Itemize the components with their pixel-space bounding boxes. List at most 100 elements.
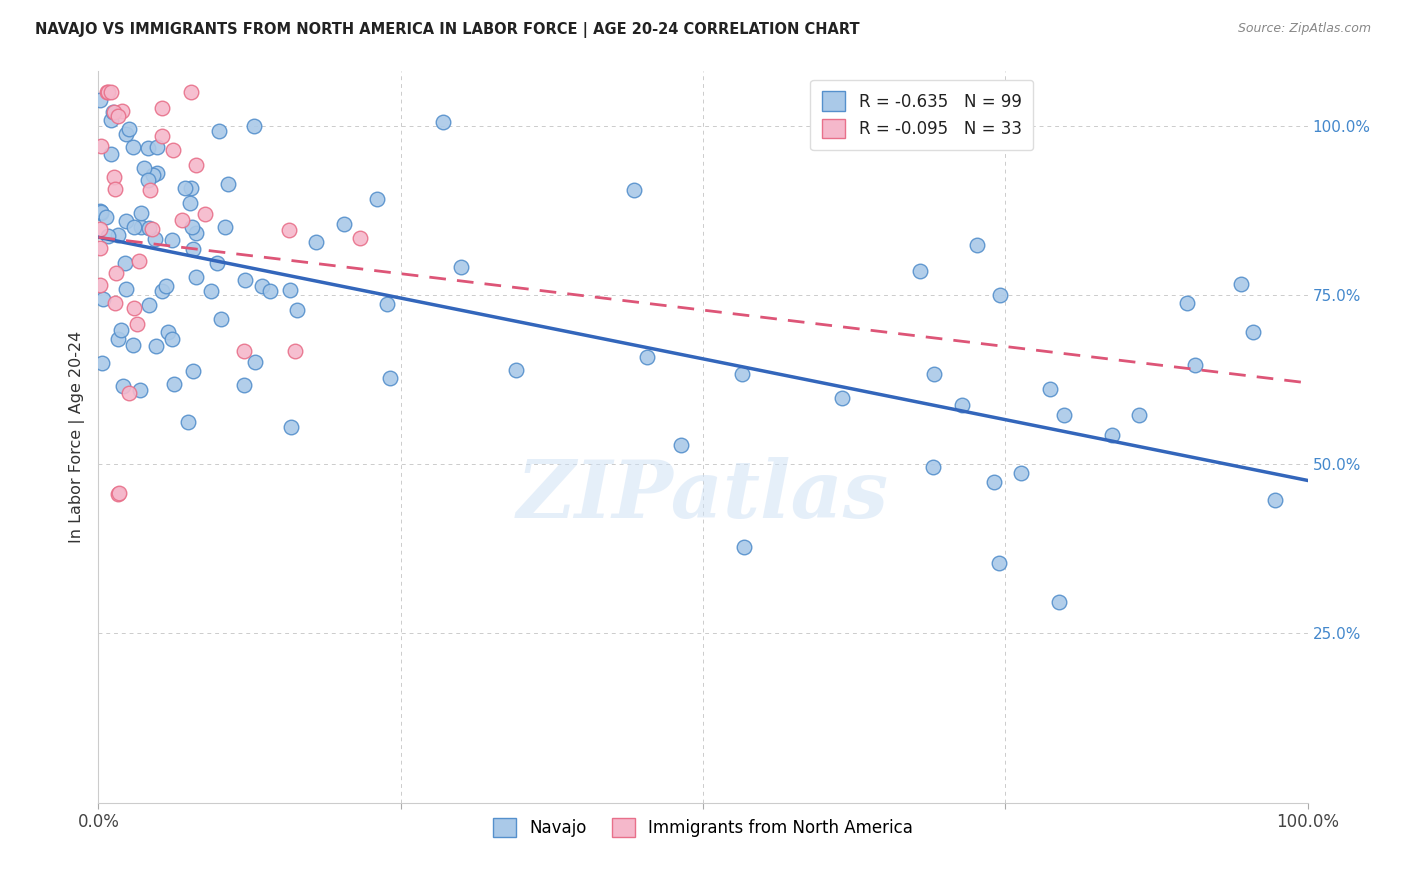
Point	[104, 182, 127, 196]
Point	[209, 312, 232, 326]
Point	[180, 180, 202, 194]
Point	[110, 322, 132, 336]
Text: Source: ZipAtlas.com: Source: ZipAtlas.com	[1237, 22, 1371, 36]
Point	[107, 332, 129, 346]
Point	[107, 227, 129, 242]
Point	[118, 386, 141, 401]
Point	[217, 178, 239, 192]
Point	[163, 377, 186, 392]
Point	[111, 104, 134, 119]
Point	[186, 226, 208, 240]
Point	[1047, 595, 1070, 609]
Point	[232, 344, 254, 359]
Point	[1053, 408, 1076, 422]
Point	[111, 378, 134, 392]
Y-axis label: In Labor Force | Age 20-24: In Labor Force | Age 20-24	[69, 331, 84, 543]
Point	[114, 255, 136, 269]
Point	[156, 326, 179, 340]
Point	[1264, 492, 1286, 507]
Point	[107, 486, 129, 500]
Point	[96, 85, 118, 99]
Point	[1175, 296, 1198, 310]
Point	[180, 85, 202, 99]
Point	[831, 391, 853, 405]
Point	[179, 196, 201, 211]
Point	[669, 438, 692, 452]
Point	[150, 284, 173, 298]
Point	[731, 368, 754, 382]
Point	[983, 475, 1005, 489]
Point	[432, 115, 454, 129]
Point	[129, 219, 152, 234]
Legend: Navajo, Immigrants from North America: Navajo, Immigrants from North America	[485, 810, 921, 846]
Point	[181, 242, 204, 256]
Point	[278, 223, 301, 237]
Point	[278, 283, 301, 297]
Point	[733, 541, 755, 555]
Point	[375, 297, 398, 311]
Point	[235, 272, 257, 286]
Text: ZIPatlas: ZIPatlas	[517, 457, 889, 534]
Point	[988, 287, 1011, 301]
Point	[1184, 358, 1206, 372]
Point	[208, 124, 231, 138]
Point	[1010, 466, 1032, 480]
Point	[150, 101, 173, 115]
Point	[194, 207, 217, 221]
Point	[950, 398, 973, 412]
Point	[450, 260, 472, 275]
Point	[160, 333, 183, 347]
Point	[908, 264, 931, 278]
Point	[966, 237, 988, 252]
Point	[115, 281, 138, 295]
Point	[107, 109, 129, 123]
Point	[259, 284, 281, 298]
Point	[100, 112, 122, 127]
Point	[349, 231, 371, 245]
Point	[250, 279, 273, 293]
Point	[183, 363, 205, 377]
Point	[177, 415, 200, 429]
Point	[122, 338, 145, 352]
Point	[89, 93, 111, 107]
Point	[104, 266, 127, 280]
Point	[145, 338, 167, 352]
Point	[91, 292, 114, 306]
Point	[922, 367, 945, 381]
Point	[205, 256, 228, 270]
Point	[184, 158, 207, 172]
Point	[89, 221, 111, 235]
Point	[141, 222, 163, 236]
Point	[214, 219, 236, 234]
Text: NAVAJO VS IMMIGRANTS FROM NORTH AMERICA IN LABOR FORCE | AGE 20-24 CORRELATION C: NAVAJO VS IMMIGRANTS FROM NORTH AMERICA …	[35, 22, 860, 38]
Point	[107, 487, 129, 501]
Point	[124, 301, 146, 316]
Point	[162, 143, 184, 157]
Point	[172, 212, 194, 227]
Point	[138, 220, 160, 235]
Point	[636, 350, 658, 364]
Point	[100, 85, 122, 99]
Point	[91, 356, 114, 370]
Point	[284, 344, 307, 359]
Point	[97, 85, 120, 99]
Point	[138, 297, 160, 311]
Point	[138, 183, 160, 197]
Point	[143, 232, 166, 246]
Point	[103, 105, 125, 120]
Point	[1101, 428, 1123, 442]
Point	[136, 172, 159, 186]
Point	[129, 383, 152, 397]
Point	[115, 213, 138, 227]
Point	[145, 140, 167, 154]
Point	[333, 217, 356, 231]
Point	[186, 270, 208, 285]
Point	[89, 241, 111, 255]
Point	[366, 192, 388, 206]
Point	[280, 420, 302, 434]
Point	[1128, 409, 1150, 423]
Point	[118, 122, 141, 136]
Point	[122, 220, 145, 235]
Point	[1039, 382, 1062, 396]
Point	[623, 183, 645, 197]
